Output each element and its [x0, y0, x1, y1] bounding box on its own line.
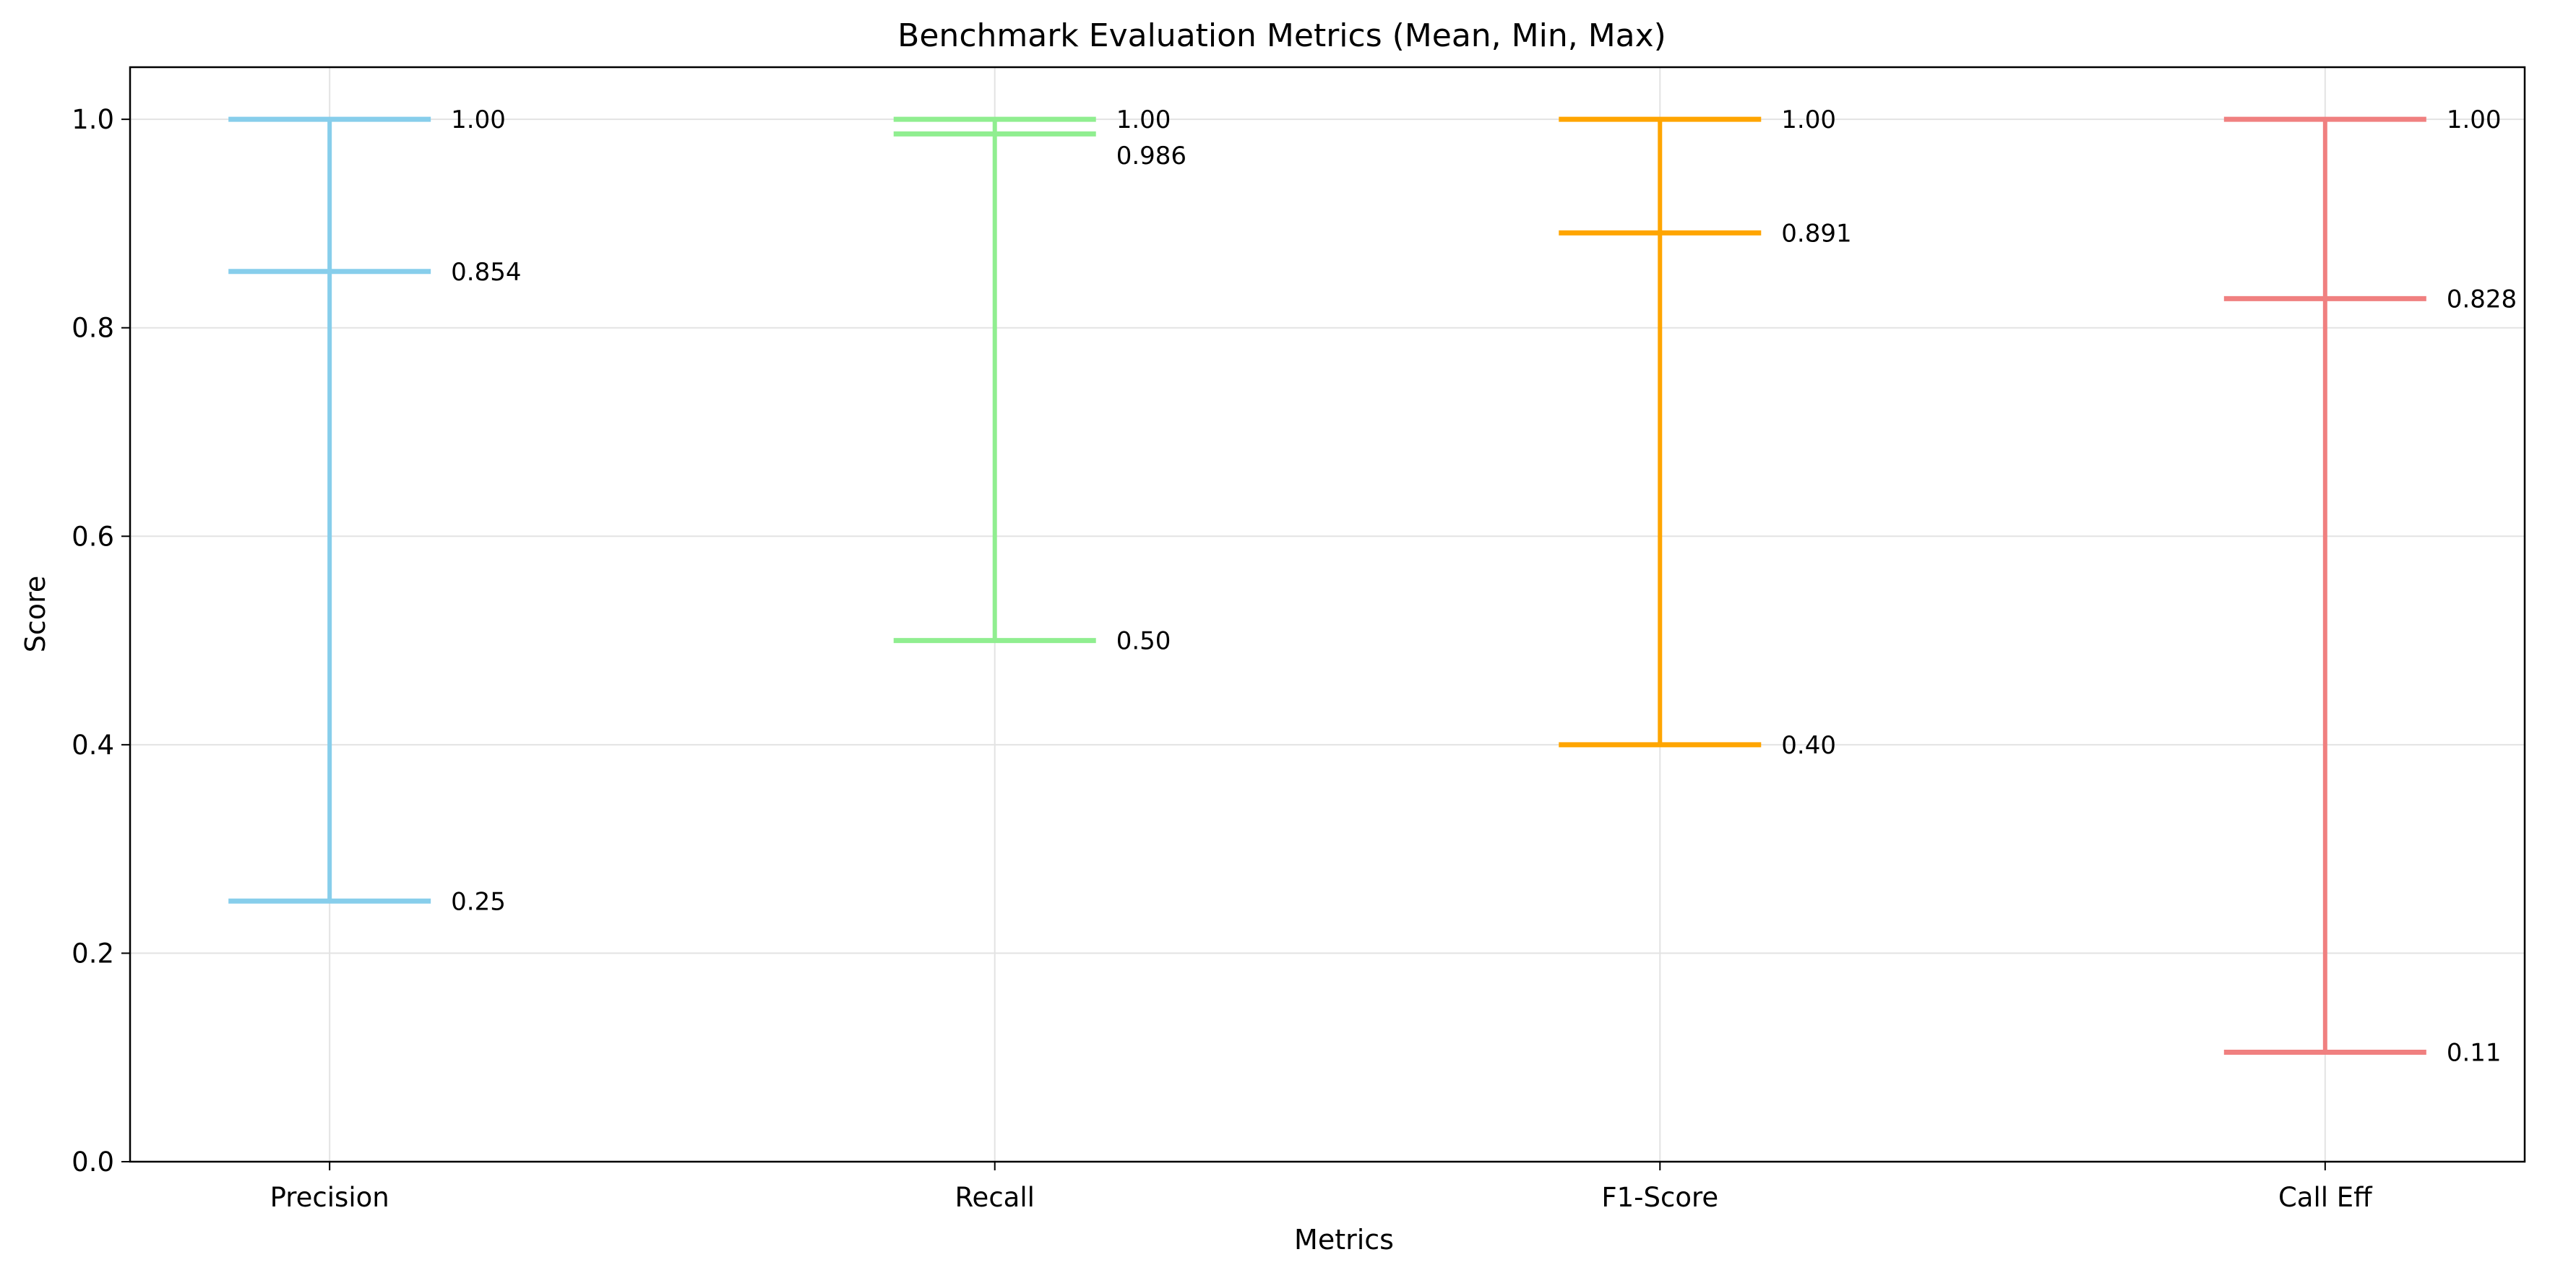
- y-tick-label: 0.0: [72, 1147, 114, 1178]
- max-value-label: 1.00: [2447, 105, 2502, 134]
- y-tick-label: 1.0: [72, 104, 114, 135]
- max-value-label: 1.00: [451, 105, 506, 134]
- x-tick-label: Recall: [955, 1182, 1035, 1213]
- max-value-label: 1.00: [1116, 105, 1171, 134]
- value-labels: 1.00 0.854 0.25 1.00 0.986 0.50 1.00 0.891 0.40 1…: [451, 105, 2517, 1067]
- mean-value-label: 0.986: [1116, 142, 1186, 170]
- y-tick-label: 0.6: [72, 521, 114, 552]
- x-tick-label: F1-Score: [1601, 1182, 1718, 1213]
- min-value-label: 0.50: [1116, 627, 1171, 656]
- y-axis-label: Score: [20, 576, 51, 652]
- chart-title: Benchmark Evaluation Metrics (Mean, Min,…: [897, 17, 1666, 54]
- mean-value-label: 0.891: [1781, 219, 1851, 248]
- error-bar-recall: [893, 116, 1096, 644]
- x-tick-label: Precision: [270, 1182, 389, 1213]
- error-bar-call-eff: [2223, 116, 2426, 1055]
- error-bars: [228, 116, 2426, 1055]
- mean-value-label: 0.828: [2447, 285, 2517, 314]
- plot-frame: [129, 66, 2526, 1163]
- axis-ticks: 0.0 0.2 0.4 0.6 0.8 1.0 Precision Recall F1-Scor…: [72, 104, 2373, 1213]
- x-tick-label: Call Eff: [2278, 1182, 2373, 1213]
- error-bar-precision: [228, 116, 431, 904]
- min-value-label: 0.40: [1781, 731, 1836, 760]
- max-value-label: 1.00: [1781, 105, 1836, 134]
- y-tick-label: 0.8: [72, 313, 114, 344]
- y-tick-label: 0.4: [72, 730, 114, 761]
- y-tick-label: 0.2: [72, 938, 114, 969]
- min-value-label: 0.25: [451, 887, 506, 916]
- x-axis-label: Metrics: [1294, 1224, 1394, 1256]
- grid-lines: [130, 67, 2525, 1162]
- min-value-label: 0.11: [2447, 1039, 2502, 1068]
- error-bar-f1-score: [1559, 116, 1762, 748]
- mean-value-label: 0.854: [451, 258, 521, 287]
